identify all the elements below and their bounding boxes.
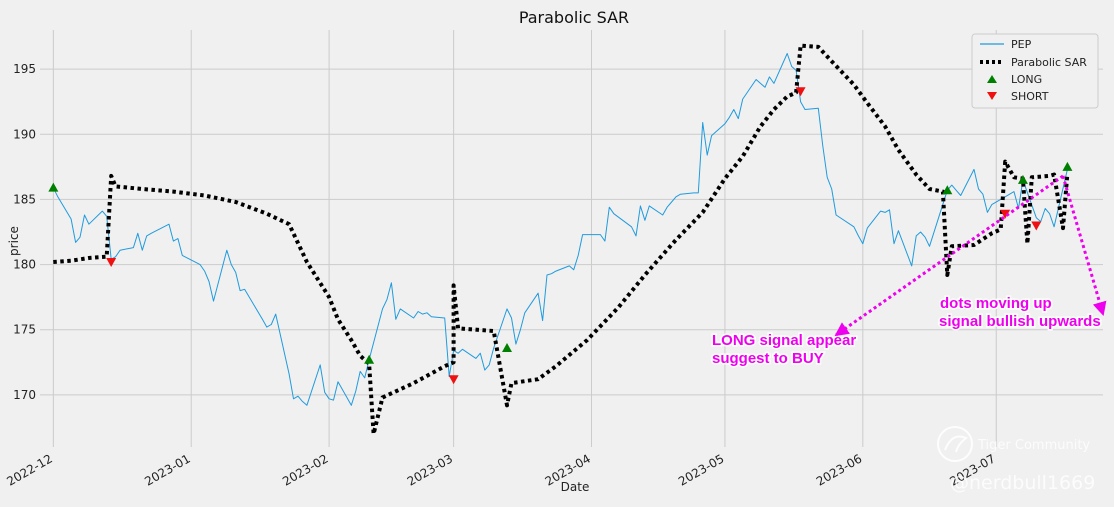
y-tick-label: 195 <box>13 62 36 76</box>
short-signal-marker <box>1000 209 1011 219</box>
signal-markers <box>48 87 1073 385</box>
watermark-brand: Tiger Community <box>977 438 1090 453</box>
legend-short-label: SHORT <box>1011 90 1049 103</box>
series <box>52 43 1070 436</box>
dots-moving-up-annotation-line1: dots moving up <box>940 295 1052 312</box>
legend-long-swatch <box>987 75 997 83</box>
y-axis-label: price <box>7 226 21 256</box>
chart-title: Parabolic SAR <box>519 8 629 27</box>
pep-price-line <box>52 53 1068 406</box>
y-tick-label: 190 <box>13 127 36 141</box>
legend-pep-label: PEP <box>1011 38 1032 51</box>
short-signal-marker <box>448 375 459 385</box>
long-signal-arrow <box>834 174 1064 337</box>
dots-moving-up-annotation-line2: signal bullish upwards <box>939 313 1101 330</box>
long-signal-marker <box>48 182 59 192</box>
legend-box <box>971 33 1099 109</box>
y-tick-label: 180 <box>13 258 36 272</box>
long-signal-marker <box>364 354 375 364</box>
long-signal-annotation-line2: suggest to BUY <box>712 350 824 367</box>
short-signal-marker <box>795 87 806 97</box>
watermark: Tiger Community @nerdbull1669 <box>937 426 1095 494</box>
tiger-logo-mark-icon <box>944 435 968 453</box>
legend: PEP Parabolic SAR LONG SHORT <box>971 33 1099 109</box>
tiger-logo-icon <box>937 426 973 462</box>
long-signal-marker <box>1062 161 1073 171</box>
y-tick-label: 170 <box>13 388 36 402</box>
legend-psar-label: Parabolic SAR <box>1011 56 1087 69</box>
long-signal-marker <box>502 342 513 352</box>
short-signal-marker <box>1031 221 1042 231</box>
long-signal-marker <box>942 185 953 195</box>
long-signal-annotation-line1: LONG signal appear <box>712 332 856 349</box>
watermark-handle: @nerdbull1669 <box>950 472 1095 494</box>
annotations: LONG signal appear suggest to BUY dots m… <box>711 174 1107 369</box>
short-signal-marker <box>106 257 117 267</box>
y-tick-label: 185 <box>13 192 36 206</box>
grid <box>40 30 1103 447</box>
legend-short-swatch <box>987 92 997 100</box>
y-tick-label: 175 <box>13 323 36 337</box>
long-signal-marker <box>1017 174 1028 184</box>
x-axis-label: Date <box>561 480 590 494</box>
parabolic-sar-dots <box>53 43 1070 436</box>
legend-long-label: LONG <box>1011 73 1042 86</box>
